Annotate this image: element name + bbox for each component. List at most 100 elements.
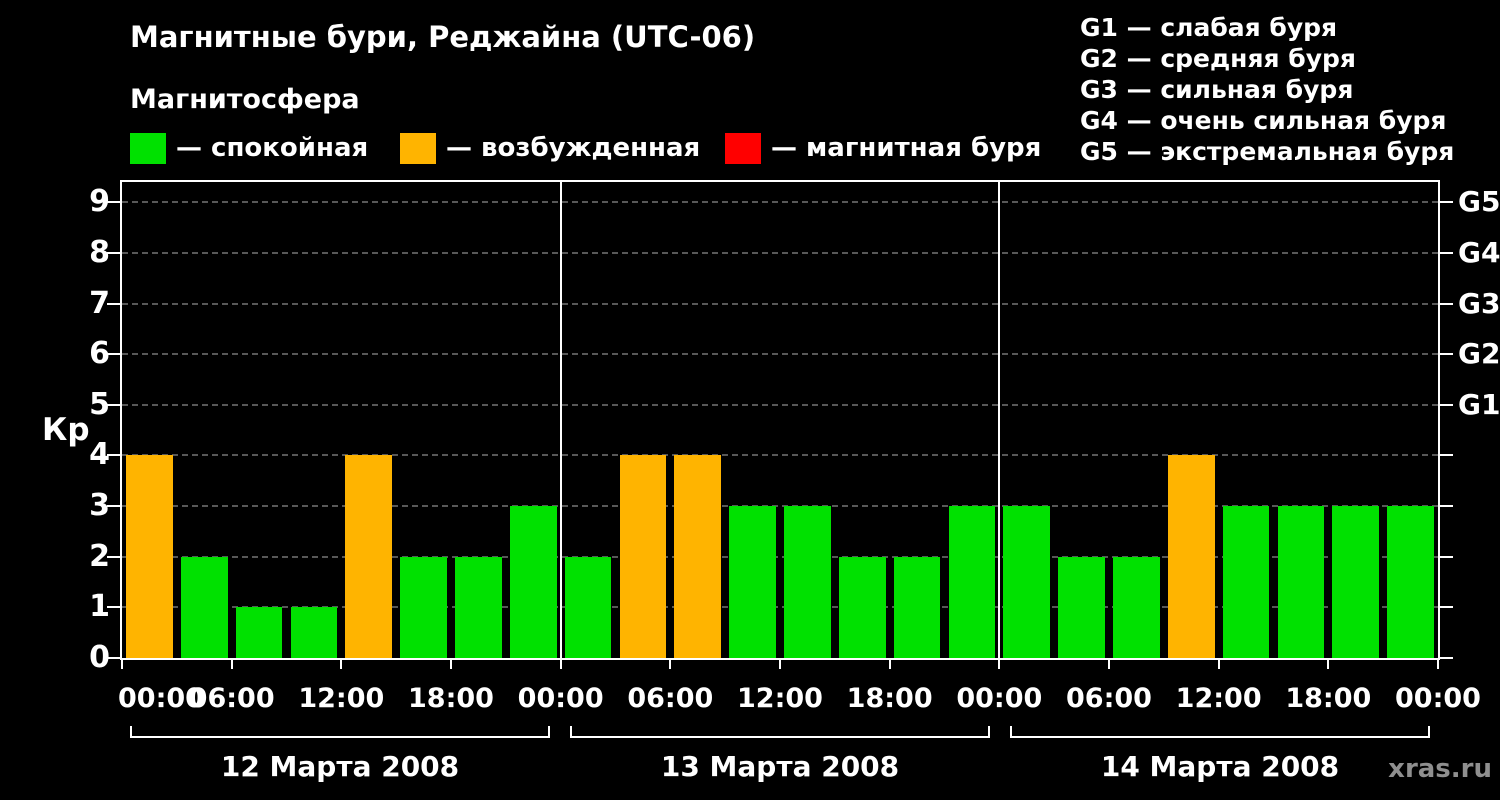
y-tick-mark-right	[1440, 505, 1453, 508]
y-tick-label: 0	[89, 640, 110, 675]
y-tick-mark-left	[107, 606, 120, 609]
y-tick-mark-left	[107, 505, 120, 508]
x-tick-mark	[121, 660, 123, 669]
kp-bar	[1332, 506, 1380, 658]
kp-bar	[1222, 506, 1270, 658]
x-tick-label: 12:00	[737, 683, 823, 714]
date-bracket-end	[570, 726, 572, 738]
legend-swatch	[400, 133, 436, 164]
kp-bar	[290, 607, 338, 658]
y-tick-mark-left	[107, 403, 120, 406]
kp-bar	[509, 506, 557, 658]
kp-bar	[400, 556, 447, 658]
y-tick-label: 2	[89, 538, 110, 574]
y-tick-mark-left	[107, 454, 120, 457]
x-tick-mark	[888, 660, 891, 669]
y-tick-label: 5	[89, 386, 110, 422]
x-tick-mark	[340, 660, 343, 669]
kp-bar	[180, 556, 228, 658]
kp-bar	[126, 455, 173, 658]
date-label: 13 Марта 2008	[660, 750, 900, 783]
gridline	[122, 606, 1438, 609]
kp-bar	[1058, 556, 1105, 658]
kp-bar	[455, 556, 502, 658]
date-bracket-end	[548, 726, 550, 738]
gridline	[122, 403, 1438, 406]
x-tick-label: 00:00	[956, 683, 1043, 714]
x-tick-mark	[669, 660, 672, 669]
y-tick-mark-right	[1440, 657, 1453, 659]
date-bracket-end	[130, 726, 132, 738]
chart-title: Магнитные бури, Реджайна (UTC-06)	[130, 20, 756, 54]
x-tick-label: 00:00	[1395, 683, 1481, 714]
y-tick-label: 6	[89, 336, 110, 372]
date-bracket-end	[988, 726, 990, 738]
x-tick-label: 18:00	[1285, 683, 1372, 714]
x-tick-mark	[1327, 660, 1330, 669]
watermark-xras: xras.ru	[1388, 754, 1492, 784]
y-tick-mark-right	[1440, 353, 1453, 356]
kp-bar	[838, 556, 886, 658]
day-separator	[559, 182, 562, 658]
legend-swatch	[130, 133, 166, 164]
g-scale-tick-label: G2	[1458, 337, 1500, 371]
y-axis-label: Кр	[42, 412, 90, 448]
day-separator	[998, 182, 1001, 658]
legend-label: — возбужденная	[446, 133, 701, 163]
g-scale-legend: G1 — слабая буря G2 — средняя буря G3 — си…	[1080, 12, 1454, 167]
x-tick-mark	[230, 660, 233, 669]
gridline	[122, 555, 1438, 558]
kp-bar	[784, 506, 831, 658]
x-tick-mark	[1108, 660, 1110, 669]
x-tick-mark	[450, 660, 452, 669]
x-tick-label: 06:00	[188, 683, 275, 714]
kp-bar	[729, 506, 776, 658]
y-tick-mark-left	[107, 201, 120, 204]
y-tick-mark-right	[1440, 454, 1453, 457]
x-tick-label: 00:00	[517, 683, 604, 714]
gridline	[122, 353, 1438, 356]
gridline	[122, 201, 1438, 204]
g-scale-item: G2 — средняя буря	[1080, 44, 1356, 73]
magnetosphere-label: Магнитосфера	[130, 84, 360, 115]
kp-bar	[619, 455, 667, 658]
y-tick-mark-left	[107, 657, 120, 659]
y-tick-mark-right	[1440, 251, 1453, 254]
y-tick-label: 9	[89, 184, 110, 220]
date-label: 12 Марта 2008	[220, 750, 460, 783]
y-tick-mark-left	[107, 555, 120, 558]
date-bracket-line	[570, 736, 990, 738]
legend-label: — спокойная	[176, 133, 369, 163]
kp-bar	[1113, 556, 1160, 658]
kp-bar	[674, 455, 722, 658]
kp-bar	[893, 556, 941, 658]
plot-area	[120, 180, 1440, 660]
x-tick-mark	[998, 660, 1001, 669]
g-scale-item: G4 — очень сильная буря	[1080, 106, 1447, 135]
g-scale-tick-label: G3	[1458, 286, 1500, 320]
x-tick-label: 18:00	[408, 683, 494, 714]
gridline	[122, 505, 1438, 508]
kp-bar	[345, 455, 393, 658]
g-scale-tick-label: G1	[1458, 387, 1500, 421]
y-tick-label: 1	[89, 589, 110, 625]
kp-bar	[948, 506, 996, 658]
y-tick-mark-right	[1440, 302, 1453, 305]
x-tick-label: 12:00	[1175, 683, 1262, 714]
state-legend: — спокойная — возбужденная — магнитная бур…	[0, 131, 1500, 169]
gridline	[122, 251, 1438, 254]
y-tick-mark-left	[107, 353, 120, 356]
date-bracket-line	[1010, 736, 1430, 738]
kp-bar	[1003, 506, 1051, 658]
date-label: 14 Марта 2008	[1100, 750, 1340, 783]
x-tick-label: 18:00	[846, 683, 933, 714]
date-bracket-end	[1010, 726, 1012, 738]
y-tick-label: 3	[89, 488, 110, 524]
x-tick-label: 00:00	[118, 683, 204, 714]
x-tick-mark	[779, 660, 781, 669]
g-scale-item: G3 — сильная буря	[1080, 75, 1354, 104]
legend-label: — магнитная буря	[771, 133, 1042, 163]
x-tick-label: 06:00	[627, 683, 714, 714]
g-scale-item: G5 — экстремальная буря	[1080, 137, 1455, 166]
g-scale-item: G1 — слабая буря	[1080, 13, 1338, 42]
